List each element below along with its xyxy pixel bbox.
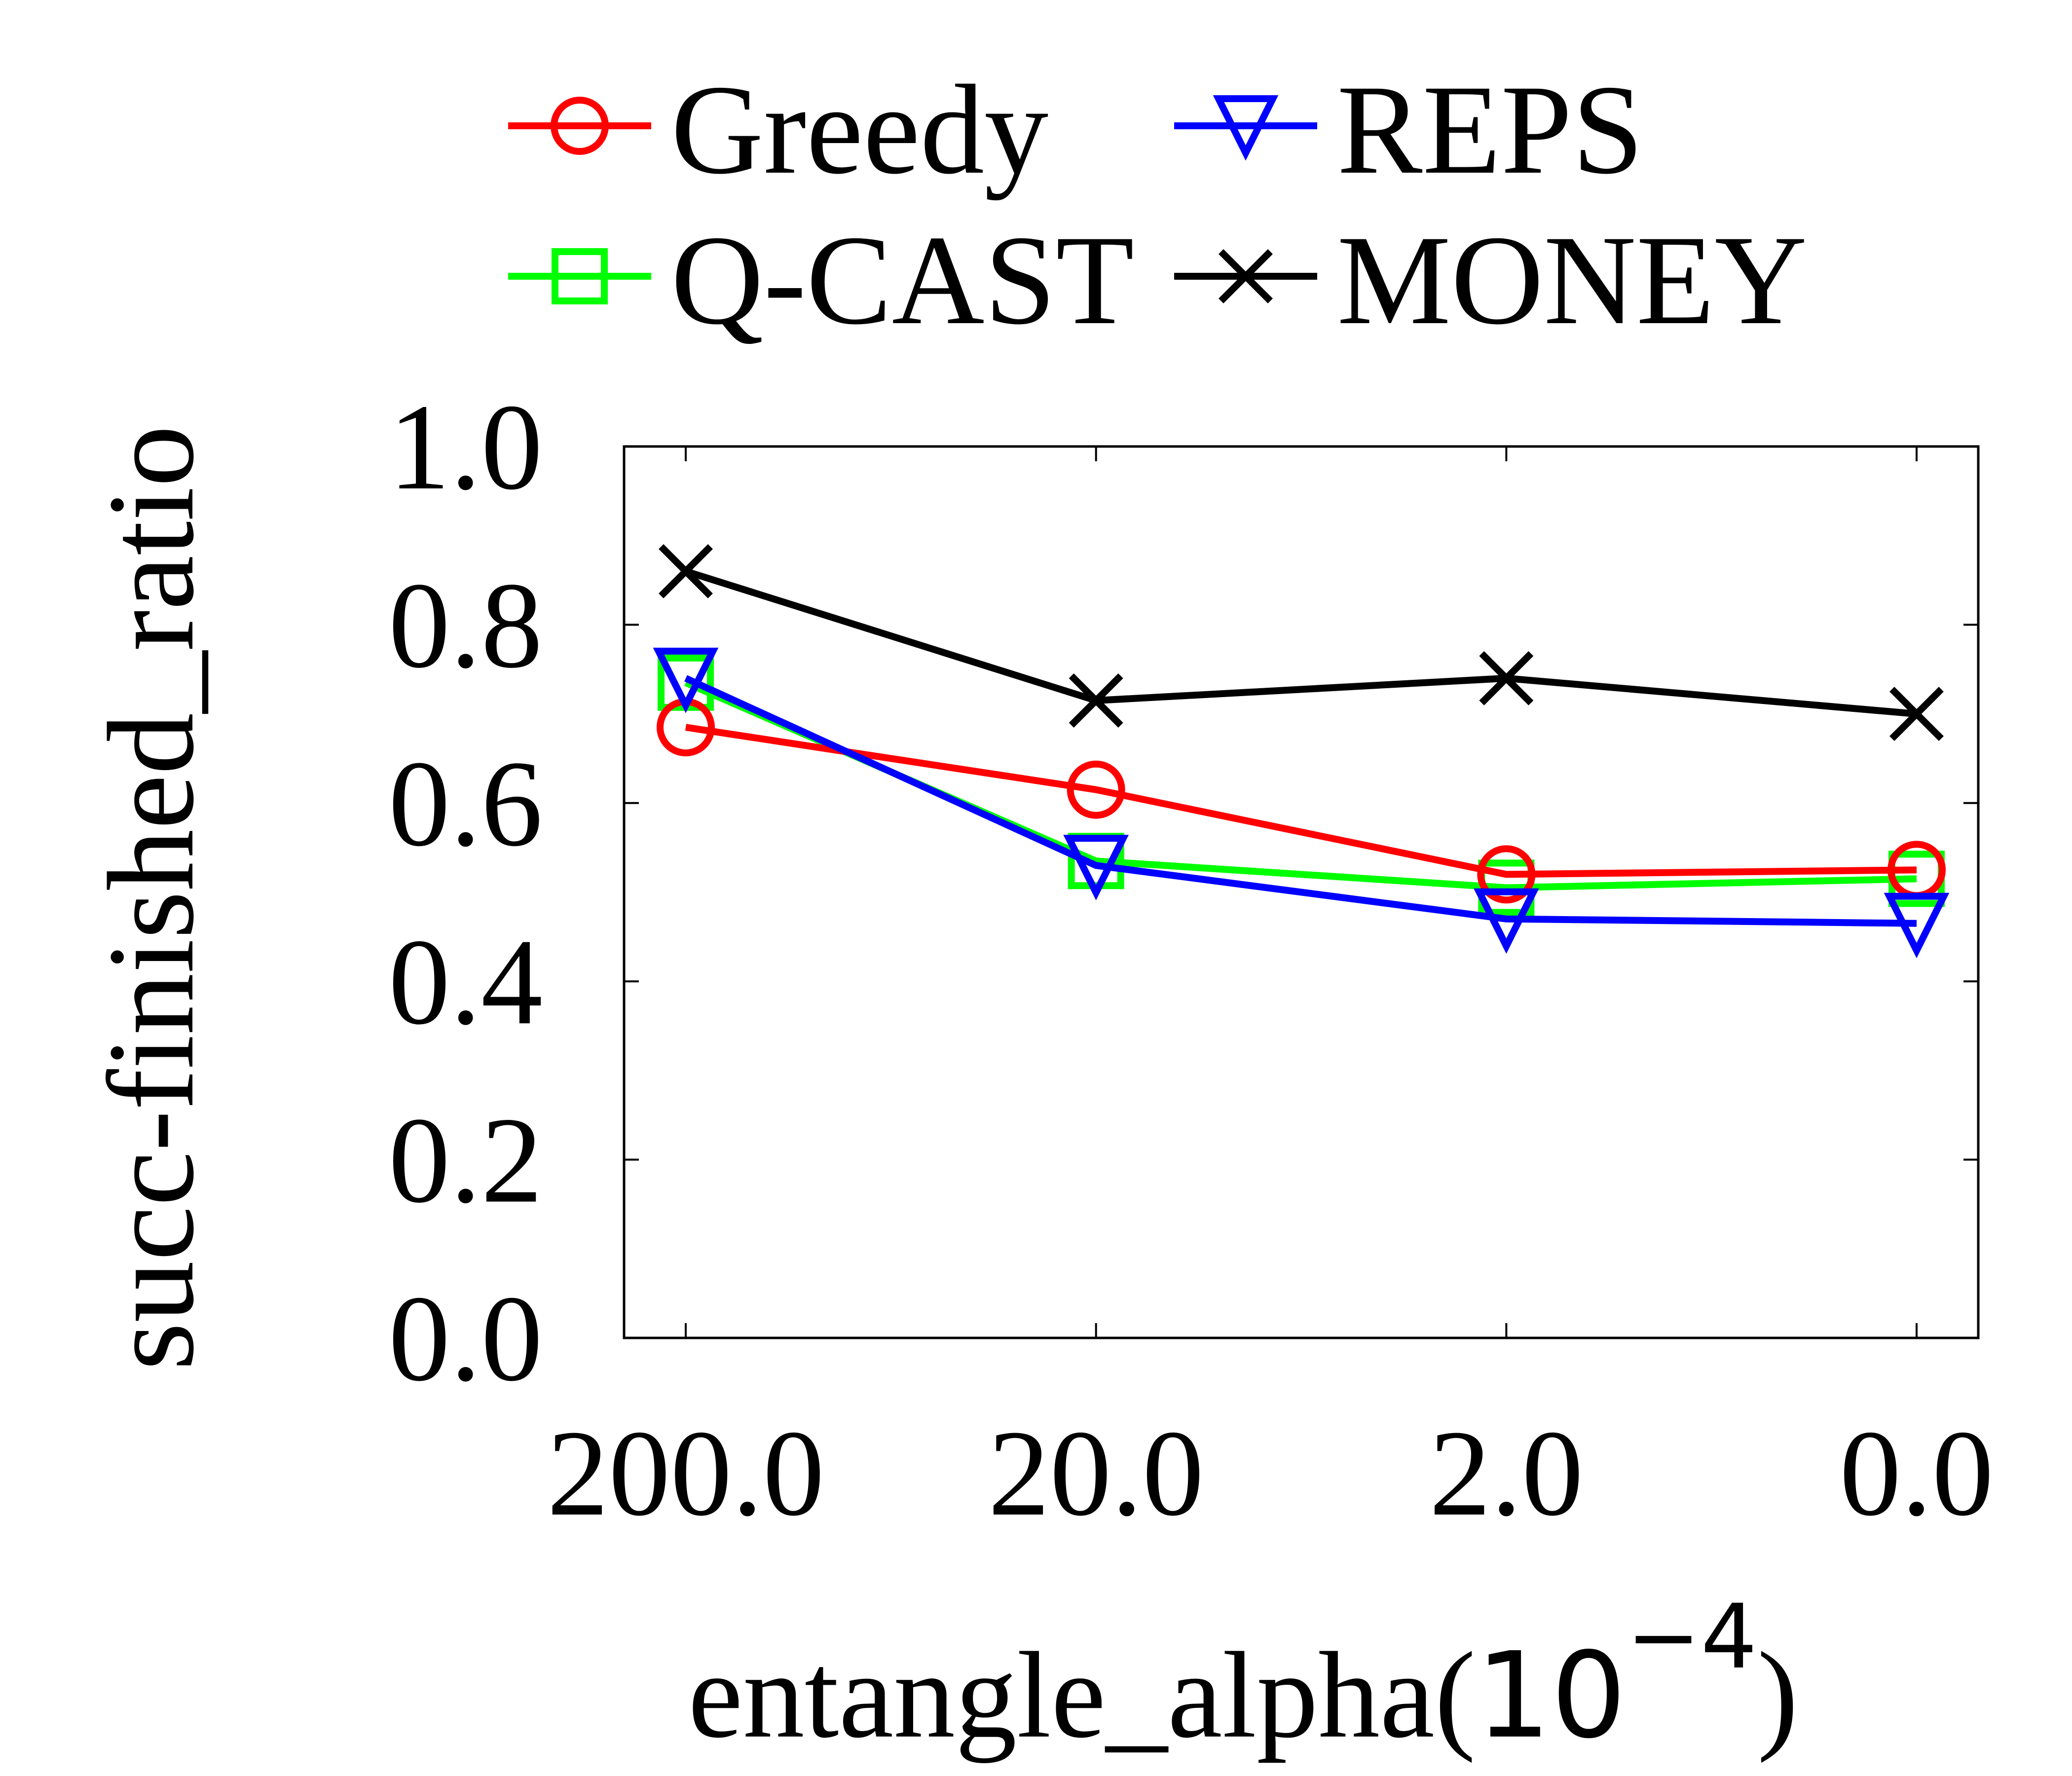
legend-marker	[1213, 95, 1279, 161]
legend-item-reps: REPS	[1174, 59, 1643, 201]
legend-marker	[552, 248, 608, 304]
series-line	[684, 675, 1917, 927]
x-tick-label: 200.0	[547, 1405, 825, 1542]
legend-item-money: MONEY	[1174, 209, 1807, 351]
axis-ticks: 200.0 20.0 2.0 0.0 0.0 0.2 0.4 0.6 0.8 1.0	[389, 379, 1994, 1542]
legend-item-q-cast: Q-CAST	[508, 209, 1134, 351]
x-axis-label-text: entangle_alpha(	[688, 1627, 1476, 1764]
data-point	[1477, 845, 1536, 904]
y-tick-label: 1.0	[389, 379, 543, 516]
series-money	[659, 544, 1944, 741]
y-axis-label: succ-finished_ratio	[83, 425, 220, 1370]
data-point	[1889, 687, 1944, 741]
x-tick-label: 0.0	[1840, 1405, 1994, 1542]
x-axis-label-close: )	[1757, 1627, 1798, 1764]
legend-label: Greedy	[671, 59, 1048, 201]
data-point	[653, 647, 719, 713]
x-tick-label: 2.0	[1429, 1405, 1584, 1542]
data-point	[659, 544, 713, 598]
series-line	[685, 724, 1917, 878]
x-axis-label-base: 10	[1476, 1627, 1626, 1765]
series-line	[684, 679, 1917, 891]
legend-item-greedy: Greedy	[508, 59, 1048, 201]
legend-marker	[551, 97, 609, 155]
y-tick-label: 0.4	[389, 914, 543, 1050]
series-layer	[653, 544, 1950, 959]
data-point	[1479, 651, 1534, 705]
legend-label: Q-CAST	[671, 209, 1134, 351]
y-tick-label: 0.2	[389, 1092, 543, 1229]
data-point	[1884, 892, 1950, 959]
x-tick-label: 20.0	[988, 1405, 1204, 1542]
series-reps	[653, 647, 1950, 959]
series-greedy	[657, 698, 1946, 904]
y-tick-label: 0.0	[389, 1270, 543, 1407]
y-tick-label: 0.6	[389, 736, 543, 872]
x-axis-label-exponent: −4	[1627, 1586, 1757, 1689]
plot-frame	[623, 445, 1980, 1339]
data-point	[1474, 888, 1539, 954]
data-point	[1063, 835, 1129, 900]
legend-label: REPS	[1337, 59, 1643, 201]
data-point	[1067, 760, 1125, 819]
legend-label: MONEY	[1337, 209, 1807, 351]
legend-marker	[1219, 249, 1273, 303]
data-point	[1069, 673, 1123, 728]
legend: Greedy REPS Q-CAST MONEY	[508, 59, 1807, 351]
series-line	[684, 568, 1917, 718]
y-tick-label: 0.8	[389, 557, 543, 694]
x-axis-label: entangle_alpha(10−4)	[688, 1586, 1798, 1765]
